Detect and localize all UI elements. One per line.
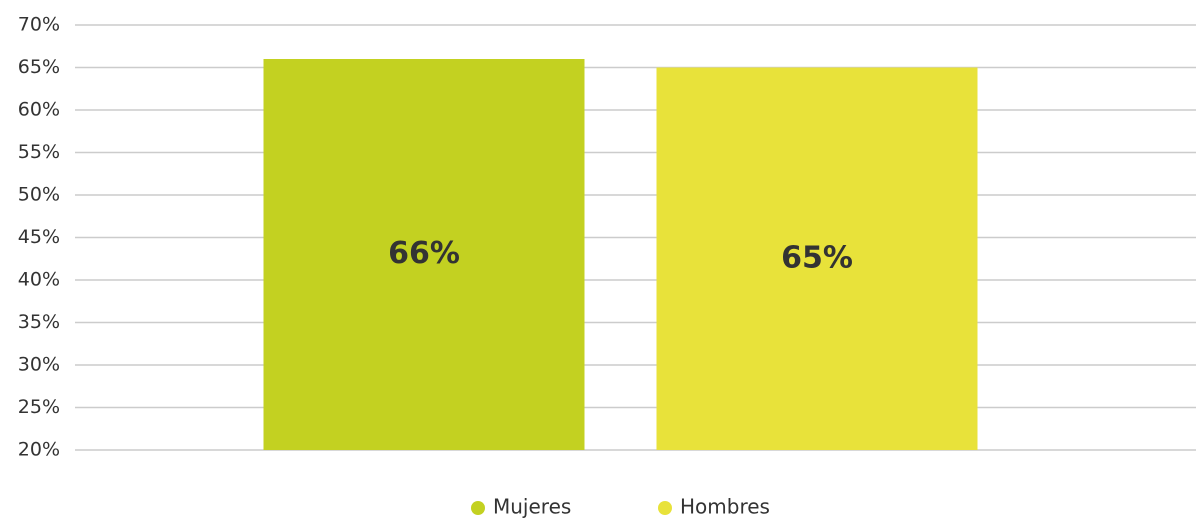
legend-label: Mujeres — [493, 495, 571, 518]
data-label: 65% — [781, 240, 853, 275]
y-tick-label: 65% — [18, 56, 60, 78]
bar — [263, 59, 585, 450]
data-label: 66% — [388, 236, 460, 271]
y-tick-label: 55% — [18, 141, 60, 163]
y-tick-label: 30% — [18, 354, 60, 376]
y-tick-label: 50% — [18, 184, 60, 206]
y-tick-label: 60% — [18, 99, 60, 121]
y-tick-label: 40% — [18, 269, 60, 291]
legend-label: Hombres — [680, 495, 770, 518]
bar — [656, 67, 978, 450]
y-tick-label: 45% — [18, 226, 60, 248]
y-tick-label: 25% — [18, 396, 60, 418]
y-tick-label: 70% — [18, 14, 60, 36]
legend-swatch — [658, 501, 672, 515]
y-tick-label: 20% — [18, 439, 60, 461]
y-tick-label: 35% — [18, 311, 60, 333]
legend-swatch — [471, 501, 485, 515]
